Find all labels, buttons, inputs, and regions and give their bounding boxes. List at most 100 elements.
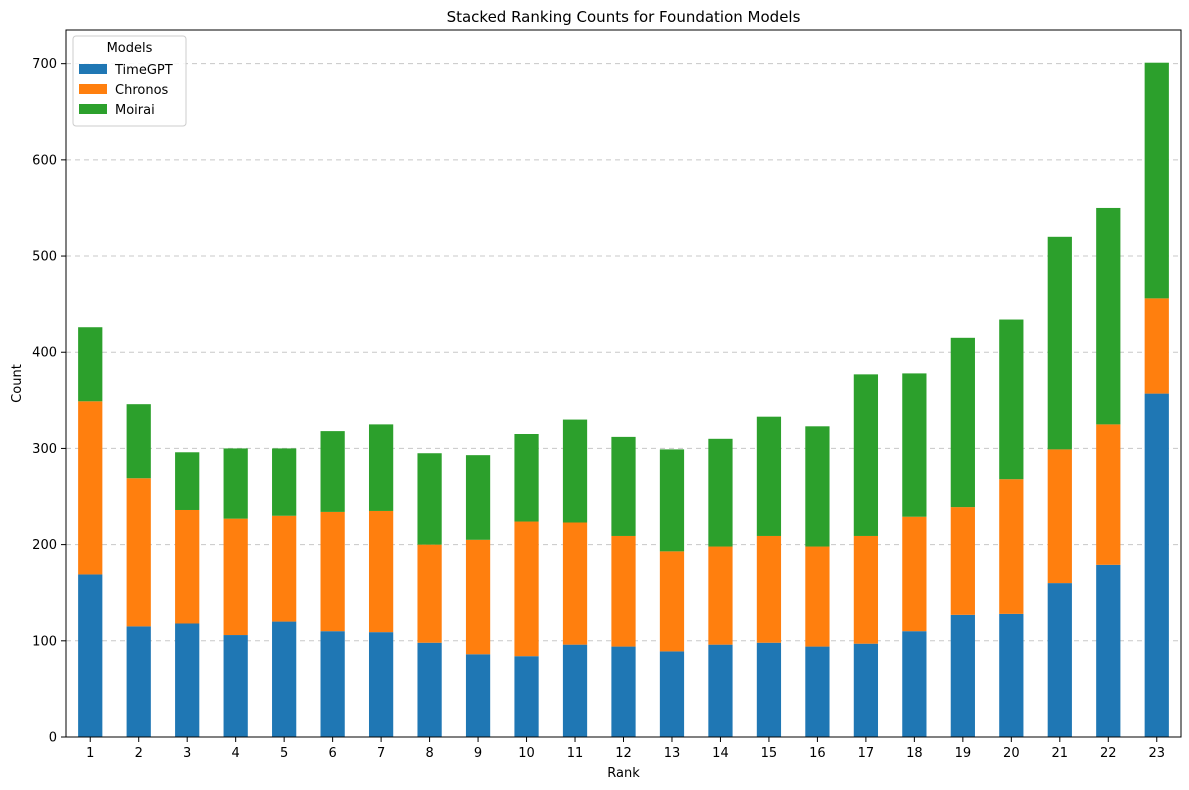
bar-timegpt-rank-1 — [78, 574, 103, 737]
bar-timegpt-rank-16 — [805, 646, 830, 737]
bar-moirai-rank-23 — [1144, 62, 1169, 299]
bar-timegpt-rank-20 — [999, 613, 1024, 737]
bar-moirai-rank-18 — [902, 373, 927, 517]
bar-timegpt-rank-4 — [223, 635, 248, 737]
legend-label-chronos: Chronos — [115, 83, 169, 98]
legend-swatch-moirai — [79, 104, 107, 114]
bar-timegpt-rank-5 — [272, 621, 297, 737]
legend-label-moirai: Moirai — [115, 103, 155, 118]
bar-chronos-rank-23 — [1144, 298, 1169, 394]
bar-timegpt-rank-19 — [950, 614, 975, 737]
x-tick-label: 5 — [280, 746, 288, 761]
x-tick-label: 20 — [1003, 746, 1020, 761]
y-tick-label: 700 — [32, 57, 57, 72]
x-tick-label: 8 — [425, 746, 433, 761]
x-tick-label: 12 — [615, 746, 632, 761]
legend-swatch-timegpt — [79, 64, 107, 74]
chart-title: Stacked Ranking Counts for Foundation Mo… — [447, 8, 801, 26]
bar-chronos-rank-11 — [562, 522, 588, 645]
bar-timegpt-rank-23 — [1144, 393, 1169, 737]
bar-timegpt-rank-22 — [1096, 564, 1121, 737]
x-tick-label: 11 — [567, 746, 584, 761]
bar-timegpt-rank-13 — [659, 651, 685, 737]
bar-chronos-rank-15 — [756, 535, 782, 643]
legend-label-timegpt: TimeGPT — [114, 63, 173, 78]
x-tick-label: 21 — [1052, 746, 1069, 761]
y-axis-label: Count — [10, 364, 25, 403]
bar-chronos-rank-19 — [950, 507, 975, 615]
y-tick-label: 200 — [32, 538, 57, 553]
x-tick-label: 6 — [328, 746, 336, 761]
bar-moirai-rank-21 — [1047, 236, 1072, 450]
bar-chronos-rank-14 — [708, 546, 733, 645]
bars — [78, 62, 1169, 737]
legend: Models TimeGPT Chronos Moirai — [72, 35, 187, 127]
x-tick-label: 1 — [86, 746, 94, 761]
x-tick-label: 16 — [809, 746, 826, 761]
bar-timegpt-rank-7 — [368, 632, 394, 737]
bar-moirai-rank-5 — [272, 448, 297, 516]
bar-moirai-rank-20 — [999, 319, 1024, 480]
bar-timegpt-rank-3 — [175, 623, 200, 737]
bar-moirai-rank-12 — [611, 436, 636, 536]
bar-timegpt-rank-2 — [126, 626, 151, 737]
bar-chronos-rank-7 — [368, 510, 394, 633]
bar-chronos-rank-10 — [514, 521, 539, 657]
bar-chronos-rank-4 — [223, 518, 248, 636]
bar-timegpt-rank-8 — [417, 642, 442, 737]
bar-moirai-rank-7 — [368, 424, 394, 511]
x-tick-label: 23 — [1148, 746, 1165, 761]
legend-box — [72, 35, 187, 127]
bar-timegpt-rank-15 — [756, 642, 782, 737]
bar-timegpt-rank-6 — [320, 631, 345, 737]
bar-chronos-rank-2 — [126, 478, 151, 627]
bar-chronos-rank-6 — [320, 511, 345, 632]
bar-moirai-rank-17 — [853, 374, 879, 536]
x-tick-label: 22 — [1100, 746, 1117, 761]
bar-timegpt-rank-10 — [514, 656, 539, 737]
bar-moirai-rank-3 — [175, 452, 200, 510]
y-tick-label: 100 — [32, 634, 57, 649]
bar-chronos-rank-16 — [805, 546, 830, 647]
bar-chronos-rank-18 — [902, 516, 927, 632]
y-axis: 0 100 200 300 400 500 600 700 — [32, 57, 66, 746]
x-axis: 1 2 3 4 5 6 7 8 9 10 11 12 13 14 15 16 17 18 19 20 21 22 23 — [86, 737, 1165, 761]
bar-moirai-rank-16 — [805, 426, 830, 547]
bar-moirai-rank-8 — [417, 453, 442, 545]
bar-moirai-rank-1 — [78, 327, 103, 402]
y-tick-label: 400 — [32, 346, 57, 361]
legend-title: Models — [107, 41, 153, 56]
y-tick-label: 600 — [32, 153, 57, 168]
bar-timegpt-rank-21 — [1047, 583, 1072, 737]
y-tick-label: 0 — [49, 731, 57, 746]
x-tick-label: 15 — [761, 746, 778, 761]
x-tick-label: 2 — [135, 746, 143, 761]
bar-timegpt-rank-12 — [611, 646, 636, 737]
bar-chronos-rank-5 — [272, 515, 297, 622]
x-tick-label: 4 — [232, 746, 240, 761]
bar-moirai-rank-11 — [562, 419, 588, 523]
bar-moirai-rank-19 — [950, 337, 975, 508]
bar-chronos-rank-9 — [465, 539, 491, 655]
bar-moirai-rank-13 — [659, 449, 685, 552]
bar-chronos-rank-22 — [1096, 424, 1121, 565]
y-tick-label: 300 — [32, 442, 57, 457]
bar-chronos-rank-8 — [417, 544, 442, 643]
bar-moirai-rank-14 — [708, 438, 733, 547]
bar-timegpt-rank-18 — [902, 631, 927, 737]
bar-moirai-rank-4 — [223, 448, 248, 519]
bar-chronos-rank-12 — [611, 535, 636, 647]
x-tick-label: 13 — [664, 746, 681, 761]
x-tick-label: 19 — [955, 746, 972, 761]
bar-chronos-rank-13 — [659, 551, 685, 652]
x-axis-label: Rank — [607, 766, 640, 781]
bar-timegpt-rank-17 — [853, 643, 879, 737]
y-tick-label: 500 — [32, 250, 57, 265]
bar-timegpt-rank-9 — [465, 654, 491, 737]
x-tick-label: 3 — [183, 746, 191, 761]
bar-chronos-rank-20 — [999, 479, 1024, 614]
bar-chronos-rank-3 — [175, 509, 200, 624]
legend-swatch-chronos — [79, 84, 107, 94]
bar-timegpt-rank-11 — [562, 644, 588, 737]
